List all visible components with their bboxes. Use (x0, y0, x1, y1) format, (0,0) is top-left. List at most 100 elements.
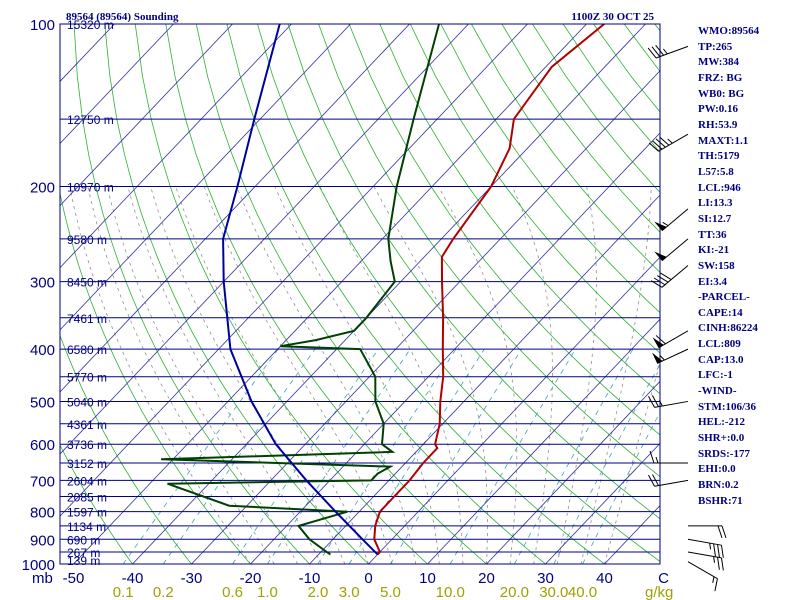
height-label: 9580 m (67, 233, 107, 247)
index-row: WB0: BG (698, 87, 745, 100)
wind-barb (650, 265, 689, 288)
index-row: KI:-21 (698, 244, 730, 257)
wind-barb-staff (655, 45, 689, 59)
isotherms (60, 24, 660, 564)
index-row: L57:5.8 (698, 165, 734, 178)
wind-barb-flag (651, 474, 659, 486)
wind-barb-flag (648, 395, 655, 408)
isotherm-line (545, 442, 660, 564)
dry-adiabat-line (440, 24, 660, 314)
temperature-tick-label: -50 (63, 570, 85, 587)
wind-barb-staff (687, 561, 718, 580)
height-label: 5040 m (67, 395, 107, 409)
wind-barb-flag (713, 543, 716, 557)
wind-barb-flag (717, 557, 720, 570)
index-row: WMO:89564 (698, 25, 760, 37)
parcel-profile-line (222, 24, 379, 556)
dry-adiabat-line (60, 444, 133, 564)
index-row: TT:36 (698, 228, 727, 241)
index-row: CINH:86224 (698, 322, 758, 335)
wind-barb (648, 133, 689, 152)
index-row: SW:158 (698, 259, 735, 272)
pressure-tick-label: 800 (30, 505, 55, 522)
pressure-tick-label: 1000 (22, 557, 55, 574)
wind-barb-flag (717, 525, 723, 539)
indices-panel: WMO:89564 TP:265 MW:384 FRZ: BG WB0: BG PW:0.… (698, 24, 798, 509)
wind-barb-staff (687, 551, 722, 559)
wind-barb-flag (647, 47, 657, 59)
wind-barb-half-flag (709, 543, 712, 550)
wind-barb-staff (658, 330, 689, 349)
wind-barb-flag (650, 280, 663, 288)
wind-barb-pennant (654, 251, 667, 261)
wind-barb-half-flag (659, 355, 665, 361)
mixing-ratio-tick-label: 20.0 (500, 584, 529, 600)
wind-barbs (647, 45, 727, 592)
isotherm-line (132, 24, 646, 564)
wind-barb-flag (649, 450, 655, 464)
wind-barb (648, 395, 689, 408)
wind-barb-staff (654, 479, 689, 487)
mixing-ratio-tick-label: 0.1 (113, 584, 134, 600)
height-label: 4361 m (67, 418, 107, 432)
isotherm-line (60, 24, 469, 455)
wind-barb-pennant (652, 352, 663, 364)
pressure-tick-label: 200 (30, 180, 55, 197)
wind-barb (647, 45, 689, 59)
temperature-tick-label: 10 (419, 570, 436, 587)
dry-adiabat-line (257, 24, 660, 562)
mixing-ratio-tick-label: 5.0 (380, 584, 401, 600)
wind-barb (648, 474, 689, 487)
isotherm-line (60, 24, 410, 393)
index-row: MAXT:1.1 (698, 134, 749, 147)
pressure-tick-label: 100 (30, 17, 55, 34)
wind-barb-staff (656, 348, 689, 364)
mixing-ratio-tick-label: 1.0 (257, 584, 278, 600)
wind-barb-half-flag (663, 48, 668, 55)
wind-barb-pennant (654, 221, 667, 231)
height-label: 12750 m (67, 113, 114, 127)
wind-barb-flag (717, 544, 720, 558)
wind-barb-flag (651, 395, 659, 407)
wind-barb (652, 348, 689, 364)
isotherm-line (486, 380, 660, 564)
index-row: -PARCEL- (698, 291, 750, 304)
height-label: 3152 m (67, 457, 107, 471)
temperature-tick-label: 0 (364, 570, 372, 587)
mixing-ratio-tick-label: 10.0 (436, 584, 465, 600)
isotherm-line (60, 24, 292, 269)
mixing-ratio-tick-label: 40.0 (568, 584, 597, 600)
wind-barb-flag (721, 525, 727, 539)
mixing-ratio-unit-label: g/kg (645, 584, 673, 600)
isotherm-line (309, 194, 660, 564)
wind-barb-half-flag (662, 221, 669, 227)
dry-adiabat-line (379, 24, 660, 395)
dry-adiabat-line (287, 24, 660, 520)
wind-barb-flag (648, 142, 659, 152)
index-row: SHR+:0.0 (698, 432, 745, 445)
isotherm-line (73, 24, 587, 564)
pressure-tick-label: 900 (30, 532, 55, 549)
height-label: 139 m (67, 554, 100, 568)
wind-barb-staff (661, 208, 689, 232)
isotherm-line (60, 24, 174, 145)
index-row: STM:106/36 (698, 400, 757, 413)
height-label: 7461 m (67, 312, 107, 326)
temperature-tick-label: -30 (181, 570, 203, 587)
mixing-ratio-tick-label: 0.6 (222, 584, 243, 600)
wind-barb (649, 450, 688, 464)
height-label: 1597 m (67, 506, 107, 520)
temperature-tick-label: C (658, 570, 669, 587)
wind-barb-flag (714, 578, 718, 592)
index-row: BSHR:71 (698, 494, 743, 507)
wind-barb-half-flag (712, 576, 715, 583)
isotherm-line (191, 70, 660, 564)
dry-adiabat-line (60, 191, 252, 564)
wind-barb-half-flag (655, 456, 659, 464)
height-label: 15320 m (67, 18, 114, 32)
dry-adiabat-line (60, 334, 193, 564)
moist-adiabat-line (203, 186, 393, 564)
index-row: LFC:-1 (698, 369, 733, 382)
